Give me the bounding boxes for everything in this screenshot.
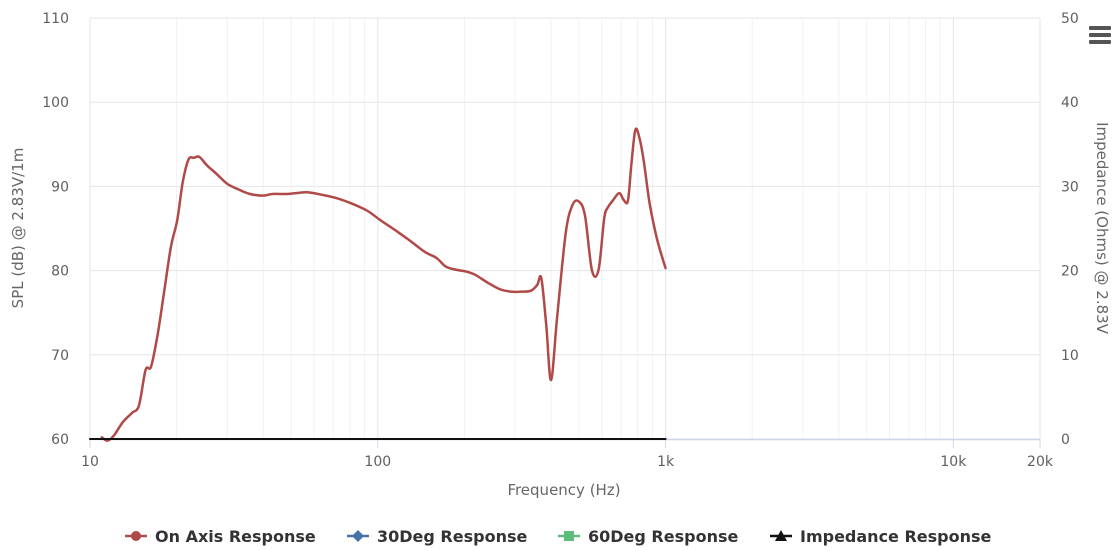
y-tick-label: 110 [42, 11, 69, 27]
y2-axis-title: Impedance (Ohms) @ 2.83V [1093, 122, 1111, 335]
axes [89, 438, 1041, 448]
x-tick-label: 1k [657, 454, 675, 470]
legend-marker-circle [131, 531, 141, 541]
legend-marker-triangle [775, 530, 787, 541]
legend-item-30deg-response[interactable]: 30Deg Response [347, 527, 527, 546]
y-tick-label: 70 [51, 348, 69, 364]
y2-tick-label: 0 [1061, 432, 1070, 448]
minor-gridlines [176, 18, 1041, 439]
x-tick-label: 20k [1027, 454, 1054, 470]
y2-tick-label: 20 [1061, 264, 1079, 280]
y-tick-label: 100 [42, 95, 69, 111]
series-layer [89, 127, 667, 442]
legend-marker-square [564, 531, 574, 541]
series-line-on-axis-response [100, 127, 667, 442]
x-tick-label: 10k [940, 454, 967, 470]
major-gridlines [89, 17, 1041, 440]
tick-labels: 10 100 1k 10k 20k 60 70 80 90 100 110 0 10 20 30 40 50 [42, 11, 1079, 470]
legend-item-60deg-response[interactable]: 60Deg Response [558, 527, 738, 546]
legend-label: 60Deg Response [588, 527, 738, 546]
legend-label: On Axis Response [155, 527, 316, 546]
legend-marker-diamond [352, 530, 364, 542]
x-tick-label: 10 [81, 454, 99, 470]
x-axis-title: Frequency (Hz) [507, 481, 620, 499]
chart-menu-button[interactable] [1085, 22, 1115, 46]
y2-tick-label: 10 [1061, 348, 1079, 364]
legend-label: Impedance Response [800, 527, 992, 546]
x-tick-label: 100 [364, 454, 391, 470]
y-tick-label: 90 [51, 179, 69, 195]
hamburger-menu-icon [1089, 26, 1111, 44]
legend-item-on-axis-response[interactable]: On Axis Response [125, 527, 316, 546]
legend-item-impedance-response[interactable]: Impedance Response [770, 527, 992, 546]
y-tick-label: 60 [51, 432, 69, 448]
y-axis-title: SPL (dB) @ 2.83V/1m [9, 148, 27, 309]
legend-label: 30Deg Response [377, 527, 527, 546]
legend: On Axis Response 30Deg Response 60Deg Resp… [125, 527, 992, 546]
y-tick-label: 80 [51, 264, 69, 280]
y2-tick-label: 30 [1061, 179, 1079, 195]
y2-tick-label: 40 [1061, 95, 1079, 111]
y2-tick-label: 50 [1061, 11, 1079, 27]
